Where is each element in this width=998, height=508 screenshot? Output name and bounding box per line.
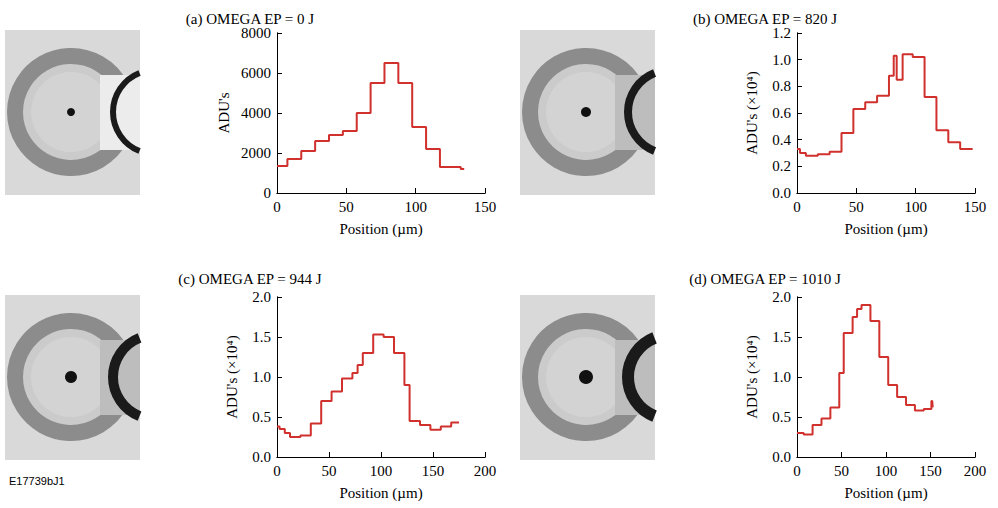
svg-text:50: 50 <box>834 463 849 479</box>
svg-text:ADU's (×10⁴): ADU's (×10⁴) <box>224 335 241 418</box>
svg-text:(c) OMEGA EP = 944 J: (c) OMEGA EP = 944 J <box>178 271 321 288</box>
svg-text:8000: 8000 <box>241 25 271 41</box>
svg-text:1.5: 1.5 <box>252 329 271 345</box>
svg-text:0: 0 <box>273 199 281 215</box>
svg-text:50: 50 <box>322 463 337 479</box>
svg-text:50: 50 <box>339 199 354 215</box>
svg-text:0.0: 0.0 <box>772 185 791 201</box>
svg-text:6000: 6000 <box>241 65 271 81</box>
svg-text:1.5: 1.5 <box>772 329 791 345</box>
svg-text:ADU's (×10⁴): ADU's (×10⁴) <box>744 71 761 154</box>
svg-text:0.0: 0.0 <box>252 449 271 465</box>
svg-text:2000: 2000 <box>241 145 271 161</box>
svg-text:(a) OMEGA EP = 0 J: (a) OMEGA EP = 0 J <box>186 11 314 28</box>
svg-text:150: 150 <box>474 199 497 215</box>
svg-text:1.2: 1.2 <box>772 25 791 41</box>
svg-text:100: 100 <box>875 463 898 479</box>
svg-text:50: 50 <box>849 199 864 215</box>
svg-text:0.6: 0.6 <box>772 105 791 121</box>
svg-text:0.8: 0.8 <box>772 78 791 94</box>
svg-text:2.0: 2.0 <box>772 289 791 305</box>
svg-text:0.5: 0.5 <box>772 409 791 425</box>
svg-text:4000: 4000 <box>241 105 271 121</box>
svg-text:0: 0 <box>793 463 801 479</box>
svg-text:(d) OMEGA EP = 1010 J: (d) OMEGA EP = 1010 J <box>689 271 841 288</box>
svg-text:E17739bJ1: E17739bJ1 <box>9 475 65 487</box>
svg-text:Position (µm): Position (µm) <box>339 485 422 502</box>
svg-text:0: 0 <box>264 185 272 201</box>
svg-text:150: 150 <box>422 463 445 479</box>
svg-text:1.0: 1.0 <box>252 369 271 385</box>
svg-text:150: 150 <box>919 463 942 479</box>
svg-text:0.0: 0.0 <box>772 449 791 465</box>
svg-text:1.0: 1.0 <box>772 52 791 68</box>
svg-text:200: 200 <box>964 463 987 479</box>
svg-text:100: 100 <box>904 199 927 215</box>
svg-text:150: 150 <box>964 199 987 215</box>
svg-text:(b) OMEGA EP = 820 J: (b) OMEGA EP = 820 J <box>693 11 837 28</box>
svg-text:1.0: 1.0 <box>772 369 791 385</box>
svg-text:0: 0 <box>793 199 801 215</box>
svg-text:100: 100 <box>370 463 393 479</box>
svg-text:ADU's: ADU's <box>216 92 232 133</box>
svg-text:Position (µm): Position (µm) <box>844 221 927 238</box>
svg-text:0.5: 0.5 <box>252 409 271 425</box>
svg-text:0.2: 0.2 <box>772 158 791 174</box>
svg-text:0: 0 <box>273 463 281 479</box>
svg-text:100: 100 <box>404 199 427 215</box>
svg-text:200: 200 <box>474 463 497 479</box>
svg-text:Position (µm): Position (µm) <box>844 485 927 502</box>
svg-text:Position (µm): Position (µm) <box>339 221 422 238</box>
svg-text:2.0: 2.0 <box>252 289 271 305</box>
svg-text:0.4: 0.4 <box>772 132 791 148</box>
svg-text:ADU's (×10⁴): ADU's (×10⁴) <box>744 335 761 418</box>
